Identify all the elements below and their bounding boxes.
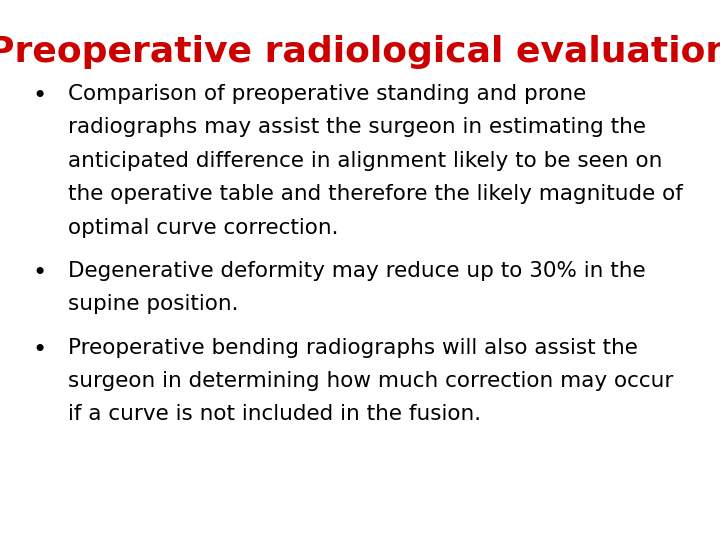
Text: Degenerative deformity may reduce up to 30% in the: Degenerative deformity may reduce up to … [68,261,646,281]
Text: radiographs may assist the surgeon in estimating the: radiographs may assist the surgeon in es… [68,117,647,137]
Text: anticipated difference in alignment likely to be seen on: anticipated difference in alignment like… [68,151,663,171]
Text: •: • [32,84,47,107]
Text: if a curve is not included in the fusion.: if a curve is not included in the fusion… [68,404,482,424]
Text: •: • [32,261,47,285]
Text: supine position.: supine position. [68,294,239,314]
Text: the operative table and therefore the likely magnitude of: the operative table and therefore the li… [68,184,683,204]
Text: optimal curve correction.: optimal curve correction. [68,218,339,238]
Text: •: • [32,338,47,361]
Text: surgeon in determining how much correction may occur: surgeon in determining how much correcti… [68,371,674,391]
Text: Comparison of preoperative standing and prone: Comparison of preoperative standing and … [68,84,587,104]
Text: Preoperative bending radiographs will also assist the: Preoperative bending radiographs will al… [68,338,638,357]
Text: Preoperative radiological evaluation: Preoperative radiological evaluation [0,35,720,69]
